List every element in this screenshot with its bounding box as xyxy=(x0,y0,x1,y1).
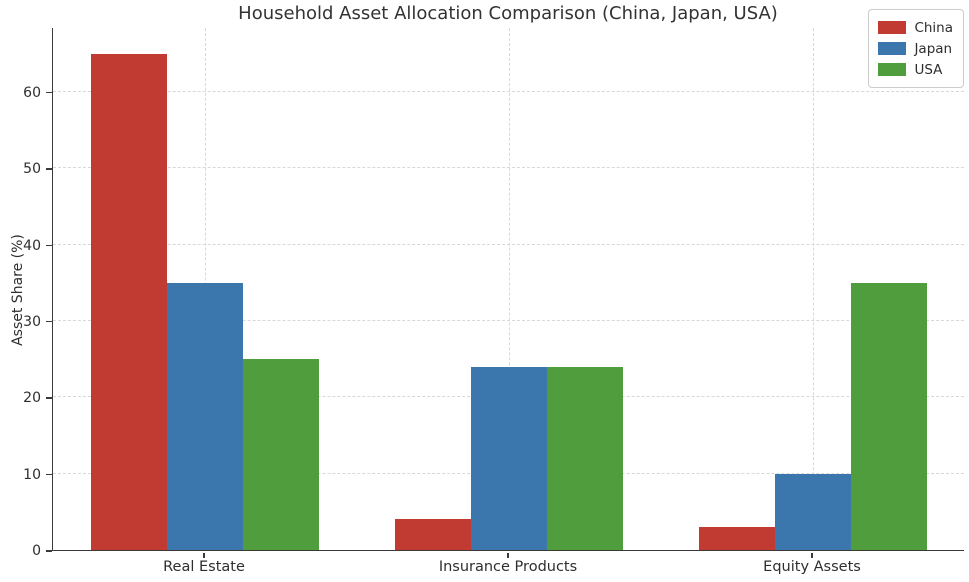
legend-swatch-usa xyxy=(878,63,907,76)
legend-item-japan: Japan xyxy=(878,38,953,59)
legend: China Japan USA xyxy=(868,9,964,88)
y-tick-mark-50 xyxy=(46,168,52,170)
y-tick-label-60: 60 xyxy=(23,84,41,101)
y-tick-label-40: 40 xyxy=(23,237,41,254)
legend-label-usa: USA xyxy=(914,61,943,78)
bar-china-real-estate xyxy=(91,53,167,550)
bar-china-insurance-products xyxy=(395,519,471,550)
y-tick-label-0: 0 xyxy=(32,543,41,559)
legend-swatch-china xyxy=(878,21,907,34)
v-gridline-insurance-products xyxy=(509,28,510,550)
chart-title: Household Asset Allocation Comparison (C… xyxy=(238,3,778,24)
y-tick-mark-30 xyxy=(46,320,52,323)
bar-china-equity-assets xyxy=(699,527,775,550)
x-tick-label-real-estate: Real Estate xyxy=(163,559,245,575)
legend-label-japan: Japan xyxy=(914,40,953,57)
x-tick-mark-insurance-products xyxy=(507,552,509,558)
y-tick-label-10: 10 xyxy=(23,466,41,483)
y-tick-label-50: 50 xyxy=(23,161,41,178)
legend-label-china: China xyxy=(914,19,953,36)
x-tick-label-insurance-products: Insurance Products xyxy=(438,559,578,575)
bar-usa-equity-assets xyxy=(851,282,927,550)
legend-item-usa: USA xyxy=(878,59,953,80)
y-tick-mark-0 xyxy=(46,550,52,552)
h-gridline-40 xyxy=(53,243,964,245)
y-tick-mark-40 xyxy=(46,244,52,247)
y-tick-mark-10 xyxy=(46,473,52,476)
y-axis-label: Asset Share (%) xyxy=(10,234,26,346)
bar-japan-insurance-products xyxy=(471,366,547,550)
bar-japan-real-estate xyxy=(167,282,243,550)
x-tick-mark-real-estate xyxy=(203,552,205,558)
plot-area xyxy=(52,28,964,551)
h-gridline-50 xyxy=(53,167,964,169)
v-gridline-equity-assets xyxy=(813,28,814,550)
legend-item-china: China xyxy=(878,17,953,38)
bar-usa-insurance-products xyxy=(547,366,623,550)
h-gridline-30 xyxy=(53,319,964,321)
x-tick-mark-equity-assets xyxy=(811,552,813,558)
y-tick-mark-20 xyxy=(46,397,52,399)
bar-usa-real-estate xyxy=(243,359,319,550)
x-tick-label-equity-assets: Equity Assets xyxy=(763,559,861,575)
y-tick-mark-60 xyxy=(46,91,52,94)
legend-swatch-japan xyxy=(878,42,907,55)
y-tick-label-20: 20 xyxy=(23,390,41,407)
bar-japan-equity-assets xyxy=(775,473,851,550)
y-tick-label-30: 30 xyxy=(23,313,41,330)
h-gridline-60 xyxy=(53,90,964,92)
